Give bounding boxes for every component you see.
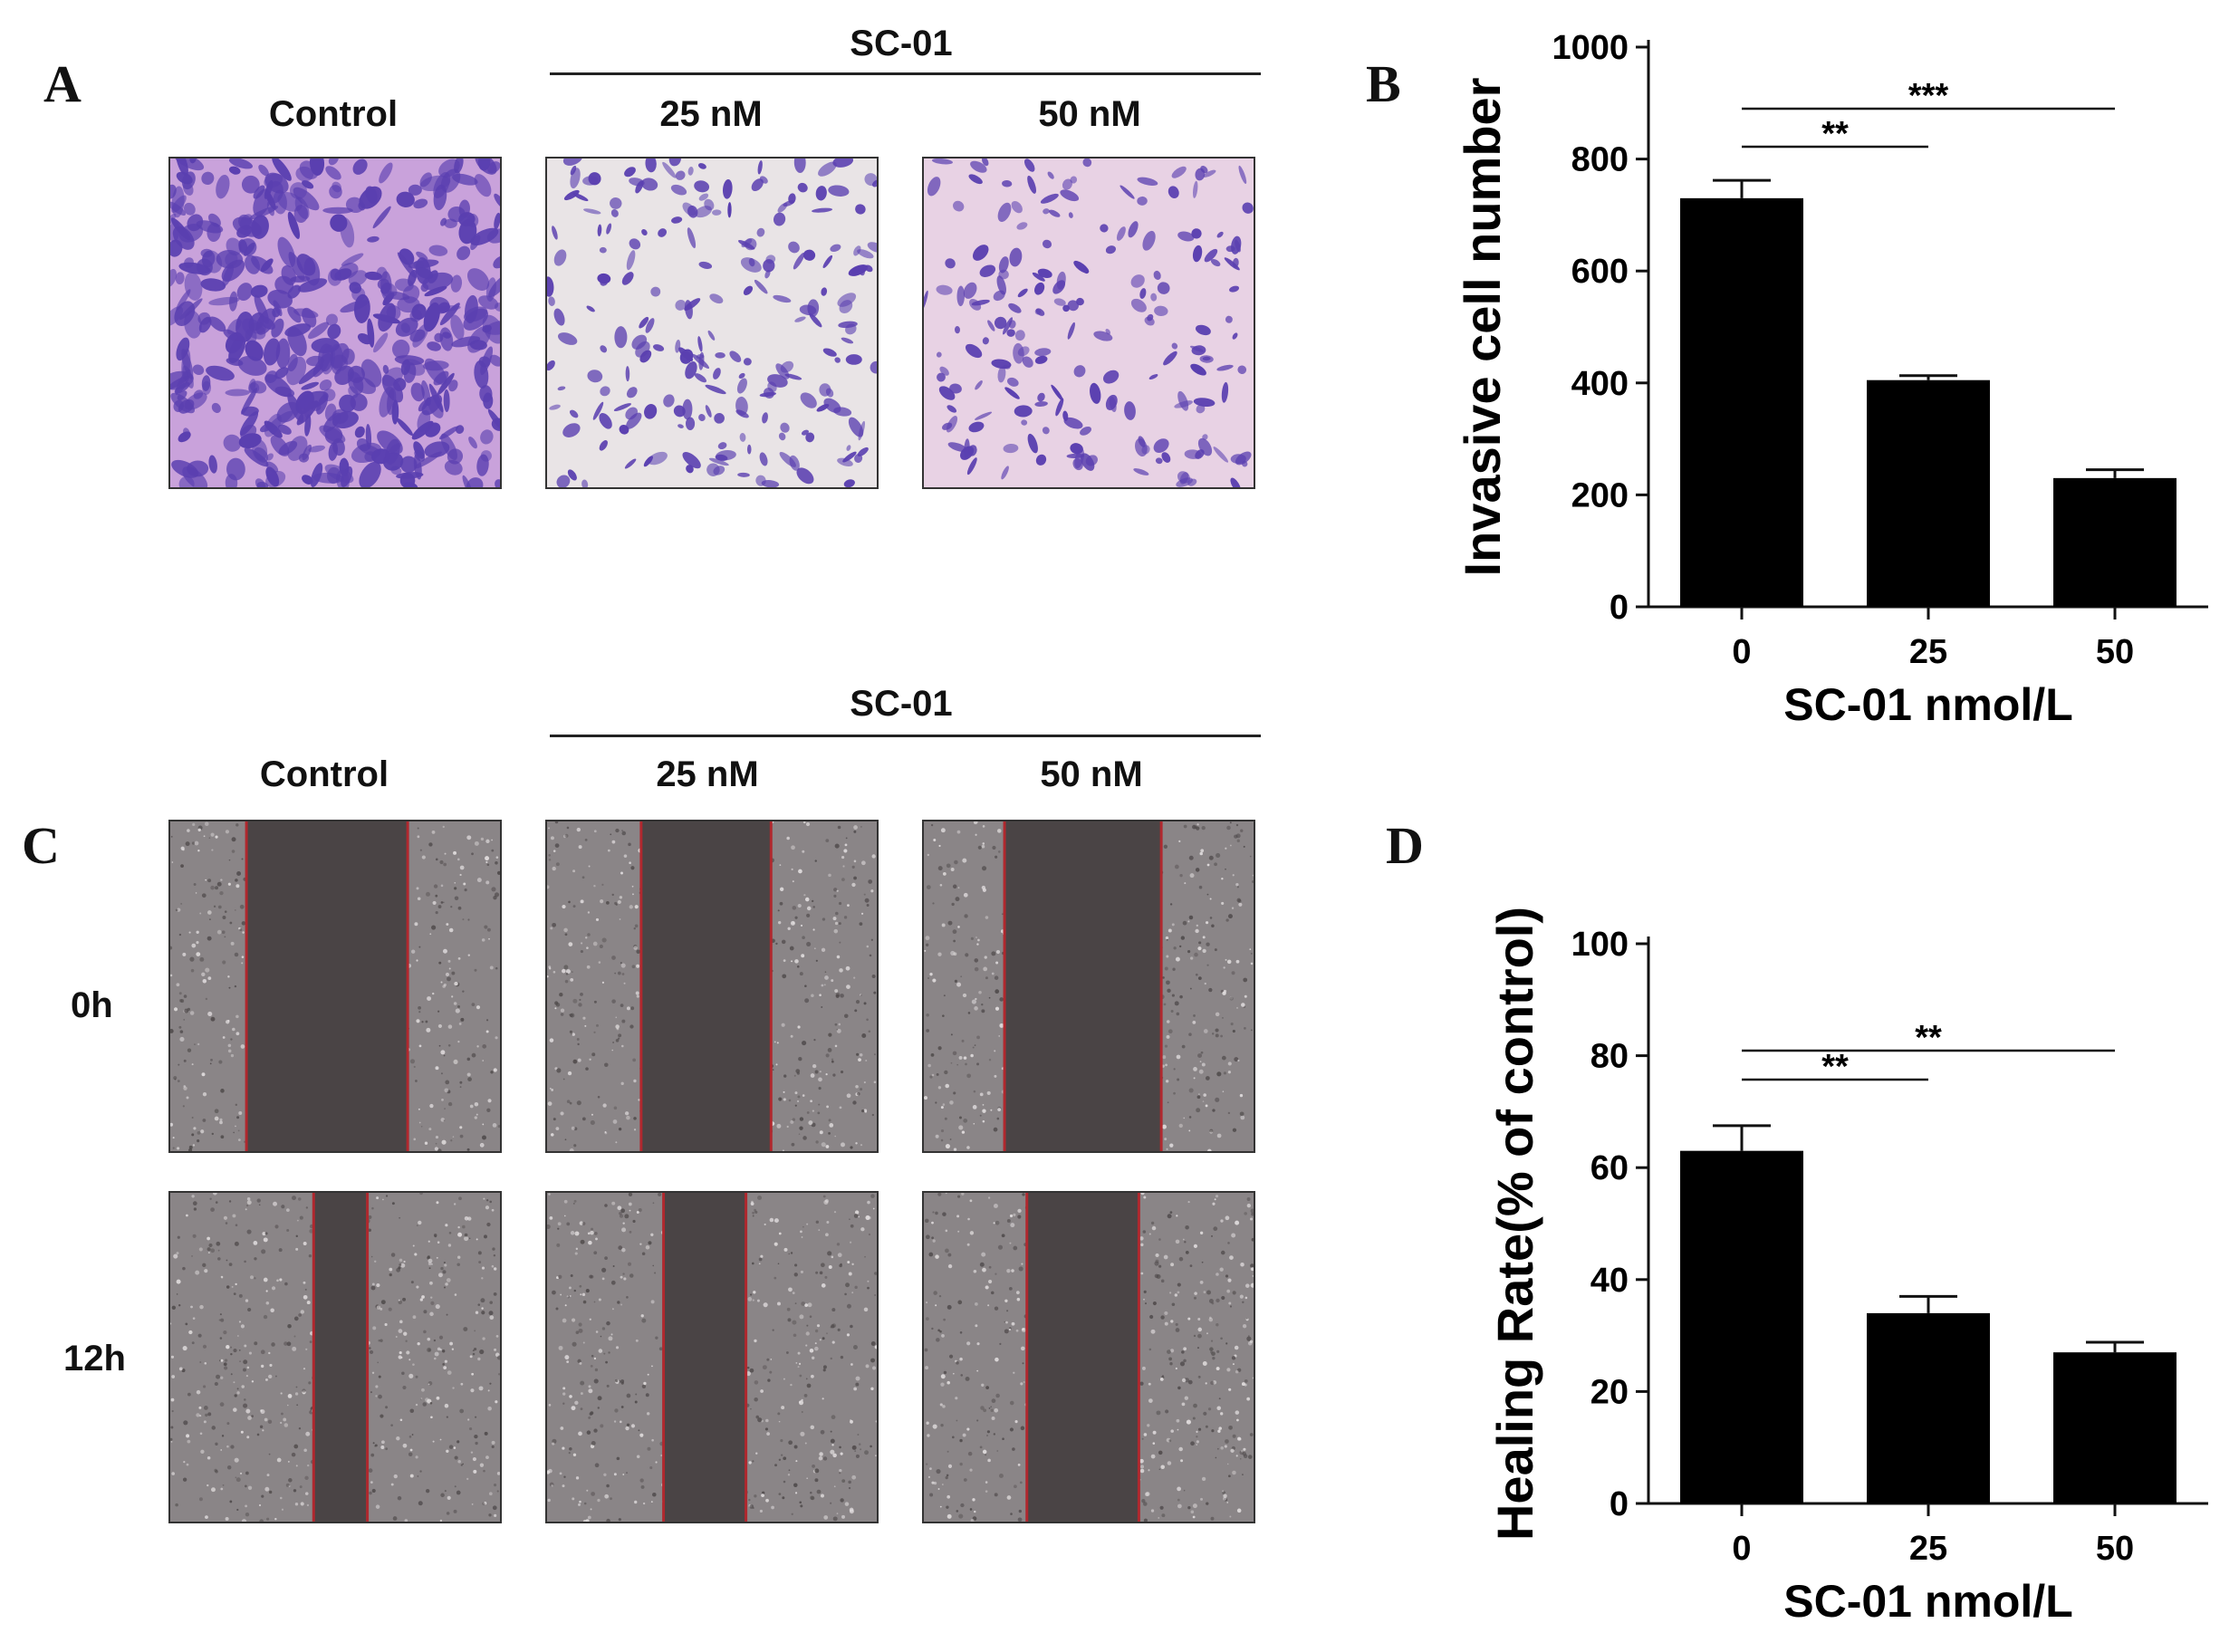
chart-d-y-tick-label: 60 [1590,1149,1629,1187]
panel-c-group-bracket [550,735,1261,737]
chart-d-x-tick-label: 50 [2096,1530,2134,1568]
chart-d-x-tick-label: 25 [1909,1530,1947,1568]
panel-c-row-12h: 12h [63,1339,126,1378]
chart-d-bar-50 [2053,1352,2177,1503]
chart-d-significance-label: ** [1915,1019,1942,1057]
chart-b-x-title: SC-01 nmol/L [1783,679,2072,730]
wound-image-50nm-12h [922,1191,1255,1523]
panel-letter-a: A [43,54,82,113]
wound-image-control-0h [168,820,502,1153]
panel-c-column-control: Control [259,754,389,794]
wound-image-25nm-12h [545,1191,879,1523]
chart-b-y-tick-label: 800 [1571,141,1629,179]
chart-b-significance-label: ** [1821,115,1849,153]
chart-b-y-tick-label: 600 [1571,253,1629,291]
chart-d-bar-25 [1867,1312,1990,1503]
chart-d: 0 20 40 60 80 100 0 25 50 ** ** Healing Rate(% of c… [1413,907,2228,1639]
chart-b-y-title: Invasive cell number [1454,78,1511,577]
chart-b-bar-50 [2053,477,2177,607]
chart-d-y-tick-label: 80 [1590,1038,1629,1076]
chart-d-y-tick-label: 20 [1590,1373,1629,1411]
chart-b-significance-label: *** [1908,77,1949,115]
wound-image-50nm-0h [922,820,1255,1153]
chart-d-significance-label: ** [1821,1048,1849,1086]
panel-a-column-25nm: 25 nM [659,94,763,134]
wound-image-25nm-0h [545,820,879,1153]
chart-d-y-tick-label: 40 [1590,1262,1629,1300]
chart-b-x-tick-label: 0 [1732,633,1751,671]
transwell-image-25nm [545,157,879,489]
panel-c-group-label: SC-01 [850,684,953,724]
chart-b-x-tick-label: 50 [2096,633,2134,671]
transwell-image-50nm [922,157,1255,489]
panel-a-group-bracket [550,72,1261,75]
chart-b-y-tick-label: 400 [1571,365,1629,403]
chart-b-y-tick-label: 200 [1571,476,1629,514]
chart-b: 0 200 400 600 800 1000 0 25 50 ** *** Invasive cell… [1413,18,2228,743]
chart-b-y-tick-label: 1000 [1552,29,1629,67]
transwell-image-control [168,157,502,489]
wound-image-control-12h [168,1191,502,1523]
chart-d-y-tick-label: 0 [1610,1485,1629,1523]
panel-letter-d: D [1386,816,1424,875]
panel-a-column-50nm: 50 nM [1038,94,1141,134]
chart-b-bar-25 [1867,379,1990,607]
chart-d-y-tick-label: 100 [1571,926,1629,964]
panel-a-column-control: Control [268,94,399,134]
chart-b-y-tick-label: 0 [1610,589,1629,627]
panel-letter-c: C [22,816,60,875]
chart-d-x-tick-label: 0 [1732,1530,1751,1568]
chart-d-y-title: Healing Rate(% of control) [1486,907,1543,1541]
panel-c-row-0h: 0h [71,985,113,1025]
panel-a-group-label: SC-01 [850,24,953,63]
panel-c-column-50nm: 50 nM [1040,754,1143,794]
chart-d-bar-0 [1680,1150,1803,1503]
panel-letter-b: B [1366,54,1401,113]
chart-b-x-tick-label: 25 [1909,633,1947,671]
chart-d-x-title: SC-01 nmol/L [1783,1576,2072,1627]
chart-b-bar-0 [1680,197,1803,608]
panel-c-column-25nm: 25 nM [656,754,759,794]
